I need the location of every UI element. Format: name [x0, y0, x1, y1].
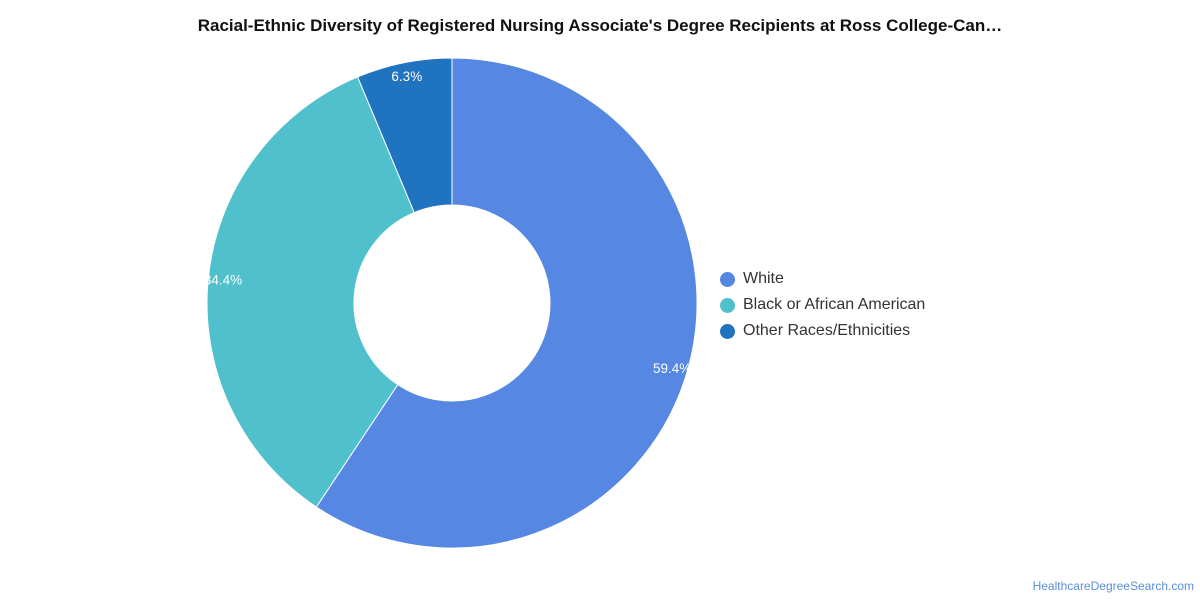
slice-label-other-races-ethnicities: 6.3% — [391, 69, 422, 84]
pie-slices — [206, 57, 698, 549]
slice-label-black-or-african-american: 34.4% — [204, 273, 242, 288]
chart-legend: White Black or African American Other Ra… — [720, 266, 925, 344]
slice-other-races-ethnicities[interactable] — [356, 57, 453, 214]
slice-white[interactable] — [315, 57, 698, 549]
legend-item-white[interactable]: White — [720, 266, 925, 292]
source-link[interactable]: HealthcareDegreeSearch.com — [1032, 579, 1194, 593]
legend-label-black-or-african-american: Black or African American — [743, 296, 926, 313]
slice-labels: 59.4% 34.4% 6.3% — [204, 69, 691, 376]
legend-item-black-or-african-american[interactable]: Black or African American — [720, 292, 925, 318]
slice-black-or-african-american[interactable] — [206, 76, 415, 508]
legend-item-other-races-ethnicities[interactable]: Other Races/Ethnicities — [720, 318, 925, 344]
legend-label-other-races-ethnicities: Other Races/Ethnicities — [743, 322, 911, 339]
slice-label-white: 59.4% — [653, 361, 691, 376]
legend-swatch-other-races-ethnicities — [720, 323, 735, 339]
chart-title: Racial-Ethnic Diversity of Registered Nu… — [197, 16, 1003, 35]
legend-swatch-black-or-african-american — [720, 297, 735, 313]
legend-swatch-white — [720, 271, 735, 287]
legend-label-white: White — [743, 270, 784, 287]
